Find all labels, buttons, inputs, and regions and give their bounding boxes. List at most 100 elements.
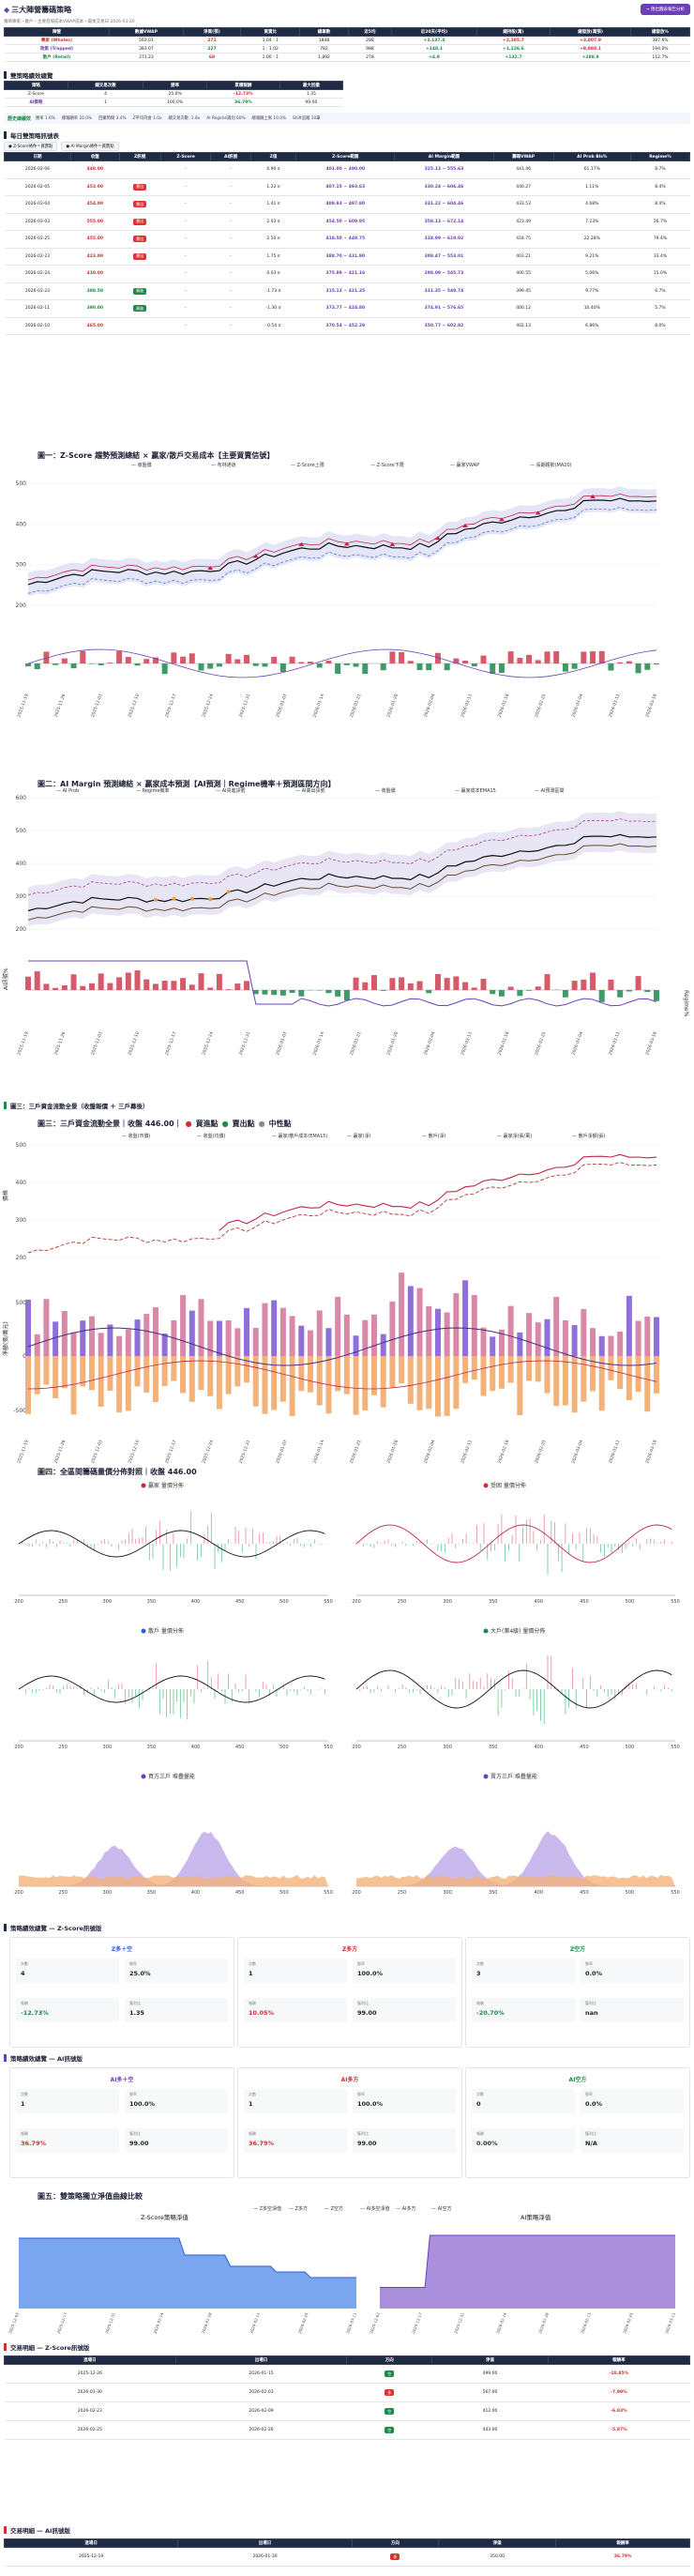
col-header: 策略 [4,81,68,90]
metric-label: 獲利比 [357,2001,369,2005]
ai-prob-bar [116,977,123,990]
signal-row[interactable]: 2026-02-23 388.50 買進 - - -1.73 σ 315.12 ~ 421.… [4,282,690,300]
chart5-container: 圖五：雙策略獨立淨值曲線比較 — Z多空淨值 — Z多方 — Z空方 — AI多空淨值… [0,2191,694,2341]
retail-bar [471,1356,477,1380]
col-header: 淨值 [437,2538,557,2548]
card-metric: 獲利比 1.35 [125,1998,228,2022]
ai-prob-bar [271,990,278,996]
signal-row[interactable]: 2026-02-10 465.00- - -0.54 σ 370.54 ~ 452.29… [4,317,690,335]
retail-bar [308,1356,314,1393]
signal-tag: 賣出 [133,218,147,225]
x-tick-label: 500 [626,1745,635,1750]
x-tick-label: 200 [14,1745,23,1750]
signal-tag: 賣出 [133,201,147,208]
table-cell: 2026-02-10 [4,317,71,335]
x-tick-label: 2026-03-18 [644,1440,658,1464]
table-cell: 271 [183,36,241,45]
x-tick-label: 500 [279,1599,289,1605]
signal-row[interactable]: 2026-02-25 455.00 賣出 - -2.50 σ 418.50 ~ 449.7… [4,230,690,249]
y-tick-label: 400 [16,521,27,527]
metric-value: 99.00 [357,2140,377,2147]
table-cell: 4 [68,89,143,99]
export-button[interactable]: → 匯出圖表報告分析 [640,4,690,15]
x-tick-label: 2026-01-28 [385,694,400,719]
legend-item: — 贏家成本EMA15 [455,787,496,794]
table-cell: 33.4% [630,248,690,266]
x-tick-label: 200 [14,1599,23,1605]
signal-row[interactable]: 2026-02-11 390.00 買進 - - -1.30 σ 373.77 ~ 424.… [4,299,690,318]
table-cell: 2026-02-26 [175,2420,347,2440]
signal-row[interactable]: 2026-02-06 448.00- -0.90 σ 401.00 ~ 490.00 3… [4,160,690,179]
retail-bar [507,1356,514,1383]
section-marker-icon [4,2343,7,2351]
retail-bar [152,1356,158,1403]
trade-row[interactable]: 2026-02-23 2026-02-09 空 412.00 -6.83% [4,2401,690,2421]
signal-row[interactable]: 2026-02-23 423.00 賣出 - -1.75 σ 388.70 ~ 431.9… [4,248,690,266]
sell-marker [434,536,441,541]
page-title: 三大陣營籌碼策略 [11,5,72,14]
trade-row[interactable]: 2026-02-25 2026-02-26 空 443.00 -5.87% [4,2420,690,2440]
signal-row[interactable]: 2026-02-05 453.00 賣出 - -1.22 σ 407.15 ~ 493.6… [4,178,690,196]
signal-row[interactable]: 2026-03-03 555.00 賣出 - -2.03 σ 454.50 ~ 609.9… [4,213,690,231]
whale-bar [353,1335,359,1356]
chart3-svg: — 收盤(市價) — 收盤(均價) — 贏家/散戶成本(EMA15) — 贏家(淨) —… [2,1133,659,1464]
whale-bar [25,1299,31,1356]
retail-bar [25,1356,31,1414]
zscore-bar [161,663,168,675]
ai-prob-bar [80,985,86,990]
zscore-bar [544,651,551,663]
retail-bar [526,1356,533,1381]
x-tick-label: 500 [626,1890,635,1896]
retail-bar [180,1356,187,1394]
strategy-card: Z多方 次數 1 勝率 100.0% 報酬 10.05% 獲利比 99.00 [237,1937,462,2048]
x-tick-label: 2026-01-14 [312,694,326,719]
table-cell: 194.0% [630,44,690,53]
whale-bar [271,1300,278,1356]
metric-label: 勝率 [129,2092,137,2096]
retail-bar [125,1356,131,1411]
card-metric: 次數 4 [16,1959,119,1983]
signal-row[interactable]: 2026-03-04 454.00 賣出 - -1.41 σ 409.93 ~ 497.8… [4,195,690,214]
x-tick-label: 2025-12-31 [238,1440,252,1464]
chart1-container: 圖一：Z-Score 趨勢預測總結 × 贏家/散戶交易成本【主要買賣信號】 — … [0,446,694,755]
whale-bar [152,1307,158,1356]
zscore-bar [252,663,259,666]
ai-prob-bar [25,976,31,990]
trade-row[interactable]: 2025-12-19 2026-01-30 多 350.00 36.79% [4,2547,690,2567]
whale-bar [535,1322,541,1356]
x-tick-label: 2025-12-10 [128,1031,142,1057]
stat-item: 總報酬上限 10.0% [251,116,287,121]
metric-label: 次數 [476,2092,484,2096]
metric-value: 0.00% [476,2140,498,2147]
table-cell: 2026-01-30 [4,2383,176,2402]
zscore-bar [453,658,460,663]
ai-buy-marker [172,896,176,901]
y-tick-label: 300 [16,562,27,569]
table-cell: 8.4% [630,178,690,196]
legend-item: — 散戶(淨) [422,1133,446,1139]
x-tick-label: 2026-02-25 [534,1440,548,1464]
retail-bar [590,1356,596,1392]
trade-row[interactable]: 2026-01-30 2026-02-03 多 567.00 -7.99% [4,2383,690,2402]
chart2-svg: — AI Prob — Regime機率 — AI買進訊號 — AI賣出訊號 — 收盤價… [2,787,689,1057]
retail-bar [207,1356,214,1396]
legend-item: — Regime機率 [136,787,169,794]
zscore-bar [343,663,350,665]
signal-row[interactable]: 2026-02-24 410.00- -0.03 σ 375.89 ~ 421.16 2… [4,265,690,283]
metric-value: 0.0% [585,1970,603,1977]
ai-prob-bar [244,981,250,990]
strategy-table: 策略 總交易次數 勝率 累積報酬 最大回撤 Z-Score 4 25.0% -12.73% 1.… [4,81,344,107]
legend-item: — Z多空淨值 [253,2205,281,2212]
ai-prob-bar [325,990,332,994]
x-tick-label: 450 [580,1745,589,1750]
section-title: 每日雙策略訊號表 [0,130,694,141]
col-header: 報酬率 [555,2538,690,2548]
zscore-bar [207,663,214,669]
section-title: 策略績效總覽 — AI訊號版 [0,2052,86,2064]
metric-label: 勝率 [585,2092,593,2096]
zscore-bar [316,663,323,668]
table-cell: 1 : 1.02 [240,44,300,53]
y-axis-label: 淨額(張/萬元) [2,1321,9,1356]
trade-row[interactable]: 2025-12-26 2026-01-15 空 499.00 -10.85% [4,2364,690,2384]
signals-section: 日期 收盤 Z訊號 Z-Score AI訊號 Z值 Z-Score範圍 AI Margin範圍… [0,152,694,335]
